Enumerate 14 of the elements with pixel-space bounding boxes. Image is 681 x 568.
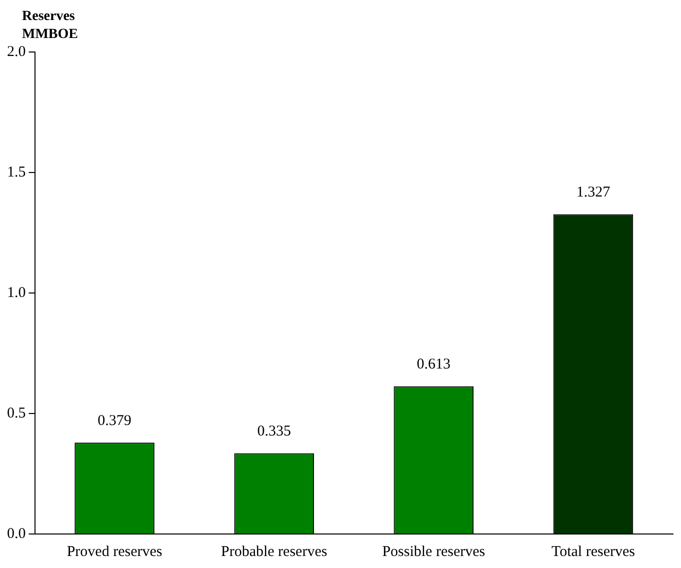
data-label: 0.335 [257,424,291,440]
data-label: 0.613 [416,356,451,373]
data-label: 1.327 [576,184,611,201]
y-axis-title: Reserves MMBOE [22,8,79,44]
y-tick-label: 0.0 [7,526,26,542]
y-tick-label: 1.5 [7,164,26,180]
y-tick-label: 2.0 [7,44,26,60]
y-tick-label: 1.0 [7,284,26,301]
x-tick-label: Possible reserves [382,544,486,560]
x-tick-label: Probable reserves [220,544,328,560]
y-tick-label: 0.5 [7,405,26,422]
data-label: 0.379 [98,413,132,430]
x-tick-label: Total reserves [551,544,636,560]
x-tick-label: Proved reserves [66,544,162,560]
